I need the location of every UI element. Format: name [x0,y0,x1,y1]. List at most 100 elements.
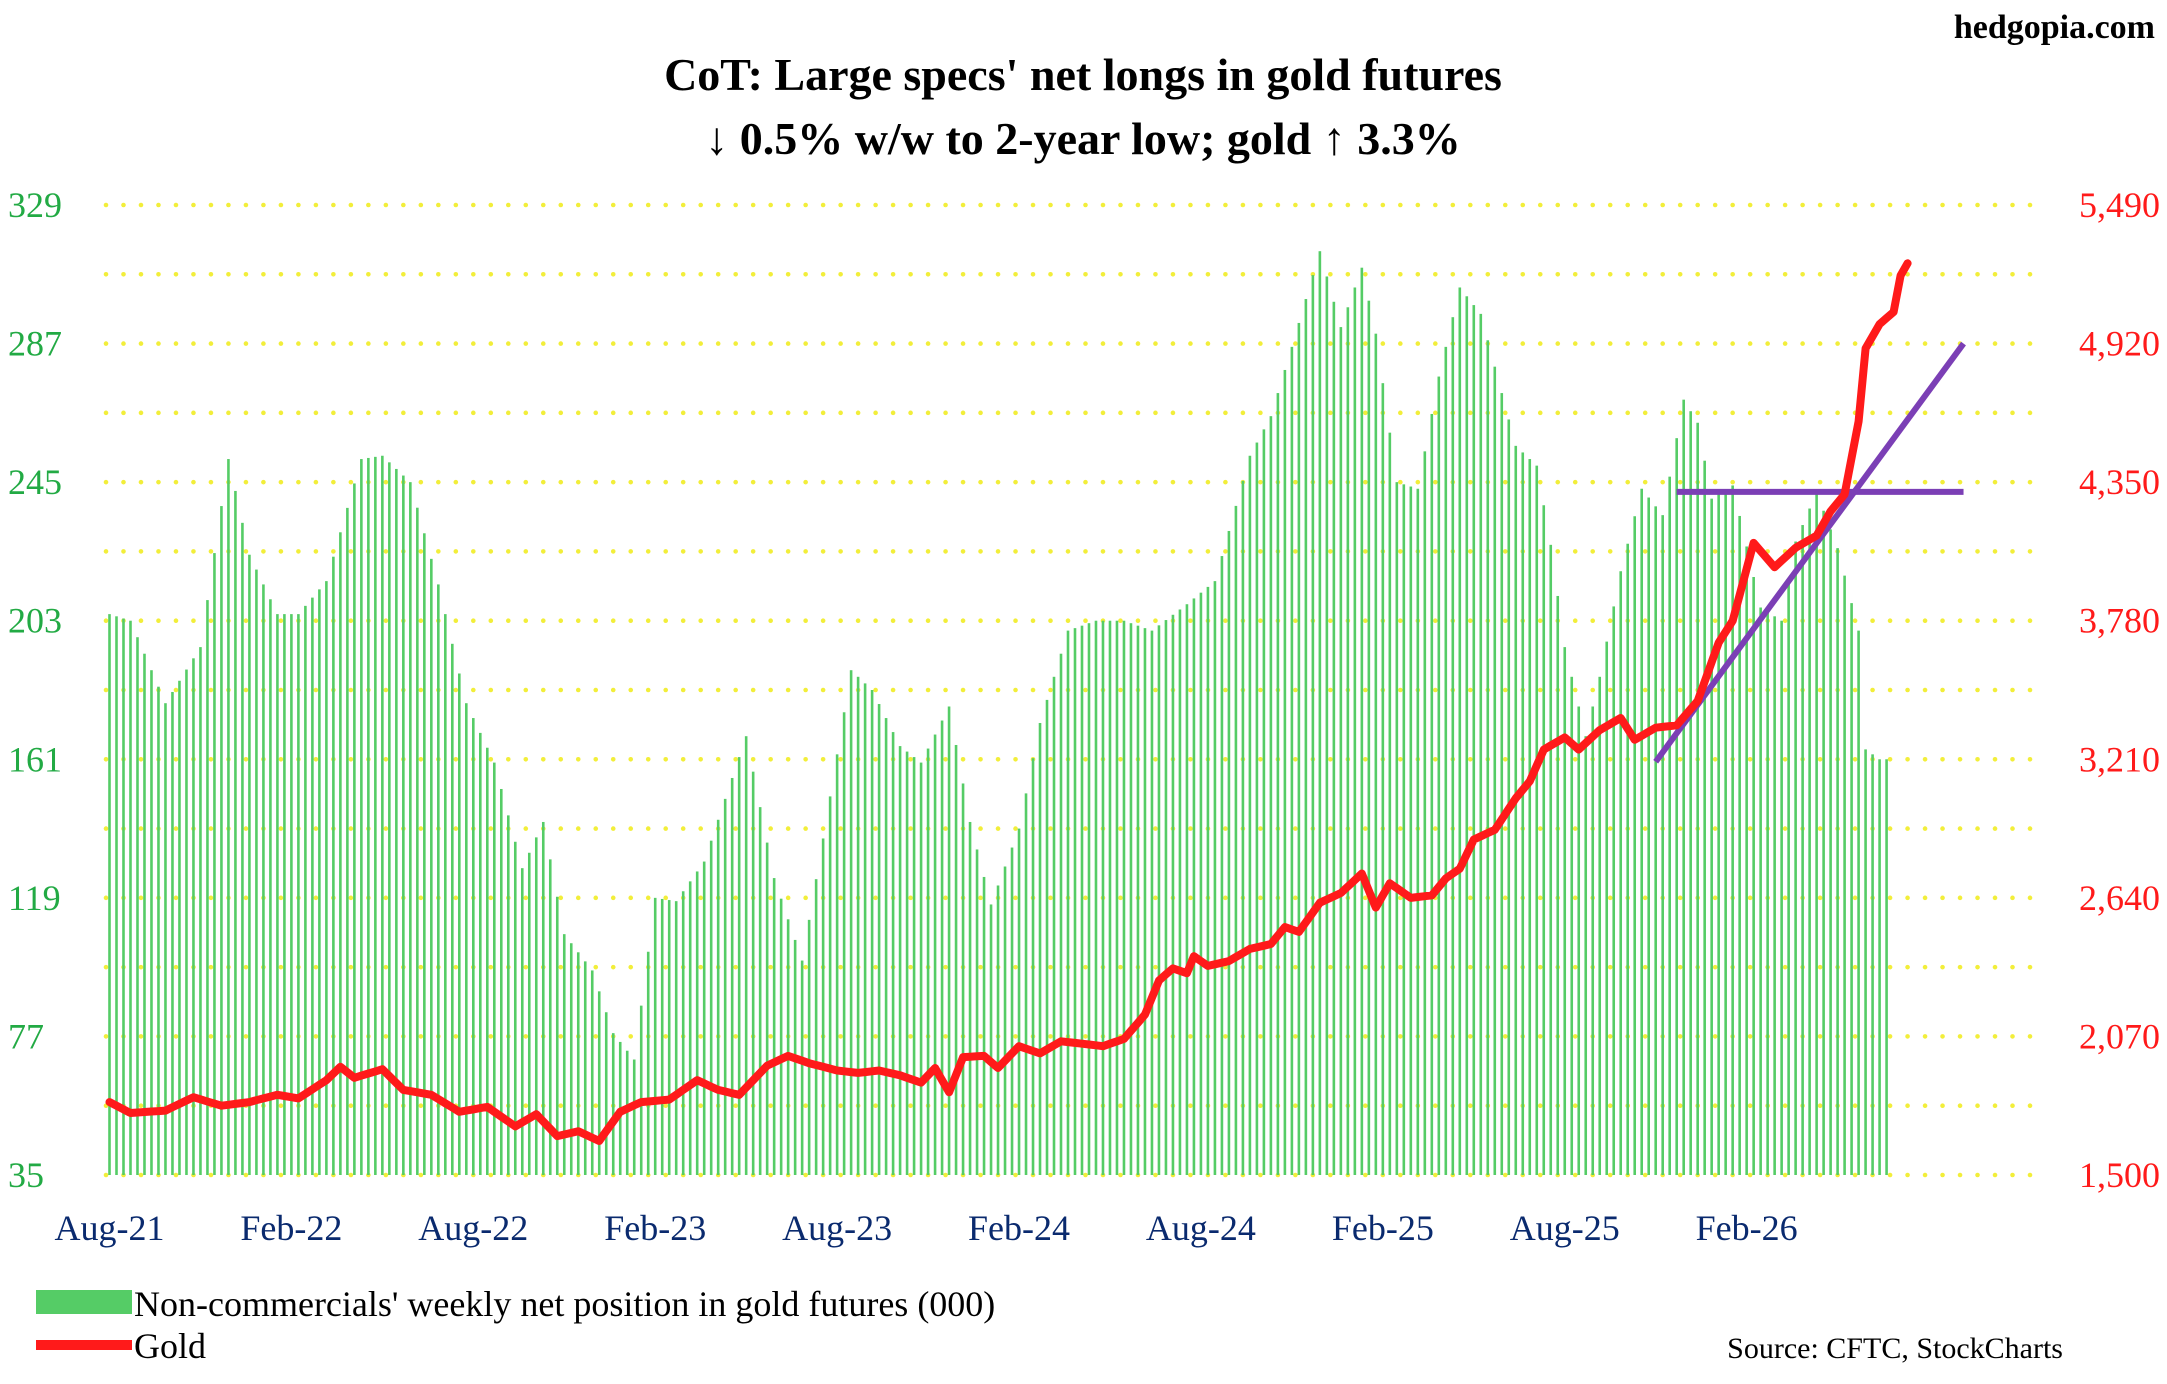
grid-dot [575,202,581,208]
net-position-bar [1458,287,1462,1175]
grid-dot [1870,410,1875,416]
grid-dot [1083,410,1088,416]
grid-dot [348,410,354,416]
grid-dot [1747,687,1753,693]
grid-dot [488,549,494,554]
grid-dot [1922,618,1928,624]
grid-dot [1870,687,1875,693]
grid-dot [348,826,354,831]
grid-dot [1502,895,1508,901]
grid-dot [208,202,214,208]
right-axis-tick: 1,500 [2079,1155,2160,1195]
grid-dot [1887,1034,1893,1039]
grid-dot [1975,1034,1980,1039]
grid-dot [1975,271,1980,277]
grid-dot [838,271,843,277]
grid-dot [1555,341,1561,346]
net-position-bar [1444,346,1448,1176]
grid-dot [1433,1034,1438,1039]
grid-dot [1398,964,1403,970]
grid-dot [768,479,773,485]
grid-dot [1730,341,1735,346]
grid-dot [628,687,634,693]
net-position-bar [367,457,370,1175]
grid-dot [803,618,808,624]
net-position-bar [786,919,790,1175]
net-position-bar [1815,492,1818,1176]
net-position-bar [157,686,160,1175]
net-position-bar [1255,442,1259,1175]
grid-dot [1870,202,1875,208]
grid-dot [943,271,948,277]
grid-dot [313,687,319,693]
grid-dot [1572,202,1578,208]
net-position-bar [1500,393,1504,1175]
grid-dot [488,341,494,346]
net-position-bar [499,788,503,1175]
grid-dot [1765,202,1770,208]
grid-dot [1258,202,1263,208]
net-position-bar [1647,497,1650,1175]
grid-dot [208,549,214,554]
net-position-bar [1199,592,1203,1175]
grid-dot [680,549,686,554]
grid-dot [1817,271,1823,277]
grid-dot [593,1034,599,1039]
grid-dot [820,687,826,693]
net-position-bar [1703,460,1706,1175]
net-position-bar [395,468,398,1176]
net-position-bar [527,852,531,1175]
grid-dot [523,410,529,416]
net-position-bar [1661,515,1664,1175]
grid-dot [1258,1034,1263,1039]
grid-dot [995,687,1001,693]
grid-dot [383,549,389,554]
grid-dot [1467,410,1473,416]
grid-dot [1258,341,1263,346]
grid-dot [1328,479,1333,485]
grid-dot [1363,410,1368,416]
grid-dot [1223,1172,1228,1178]
grid-dot [838,410,843,416]
grid-dot [1258,1103,1263,1109]
net-position-bar [828,796,832,1175]
grid-dot [1083,826,1088,831]
grid-dot [1817,410,1823,416]
net-position-bar [304,605,307,1175]
grid-dot [1433,410,1438,416]
grid-dot [1398,341,1403,346]
grid-dot [331,202,336,208]
net-position-bar [688,881,692,1175]
grid-dot [628,410,634,416]
grid-dot [1153,410,1158,416]
grid-dot [593,479,599,485]
grid-dot [261,341,266,346]
net-position-bar [569,943,573,1175]
grid-dot [1328,549,1333,554]
grid-dot [1677,549,1683,554]
x-axis-tick: Feb-25 [1332,1208,1434,1248]
grid-dot [715,271,721,277]
net-position-bar [1283,369,1287,1176]
grid-dot [873,895,878,901]
grid-dot [593,895,599,901]
grid-dot [1502,964,1508,970]
grid-dot [1030,341,1036,346]
net-position-bar [863,683,867,1175]
grid-dot [1712,895,1718,901]
x-axis-tick: Feb-24 [968,1208,1070,1248]
grid-dot [1188,1103,1193,1109]
grid-dot [1415,479,1421,485]
grid-dot [1537,1172,1543,1178]
net-position-bar [1220,556,1224,1175]
grid-dot [2027,895,2033,901]
grid-dot [488,756,494,762]
grid-dot [1433,687,1438,693]
grid-dot [103,271,109,277]
grid-dot [383,964,389,970]
net-position-bar [954,744,958,1175]
net-position-bar [604,1012,608,1175]
grid-dot [1030,618,1036,624]
grid-dot [1660,271,1665,277]
net-position-bar [1206,586,1210,1175]
